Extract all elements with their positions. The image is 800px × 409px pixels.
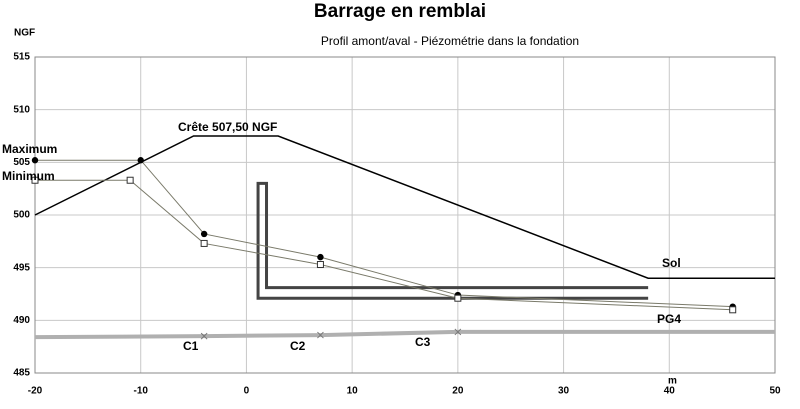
annotation: C1 (183, 339, 199, 353)
x-tick-label: -10 (133, 386, 148, 397)
annotation: Crête 507,50 NGF (178, 120, 277, 134)
y-tick-label: 495 (13, 262, 30, 273)
x-tick-label: 20 (452, 386, 464, 397)
marker (137, 157, 144, 164)
y-tick-label: 505 (13, 157, 30, 168)
y-axis-label: NGF (14, 28, 35, 39)
y-tick-label: 510 (13, 104, 30, 115)
x-axis-label: m (668, 376, 677, 387)
x-tick-label: 30 (558, 386, 570, 397)
y-tick-label: 485 (13, 368, 30, 379)
annotation: C3 (415, 335, 431, 349)
marker (31, 176, 39, 184)
marker (454, 294, 462, 302)
x-tick-label: -20 (28, 386, 43, 397)
marker (200, 332, 208, 340)
marker (31, 157, 39, 164)
series-line (256, 181, 649, 300)
annotation: PG4 (657, 312, 681, 326)
y-tick-label: 500 (13, 210, 30, 221)
y-tick-label: 490 (13, 315, 30, 326)
series-line (35, 179, 733, 311)
marker (454, 328, 462, 336)
y-tick-label: 515 (13, 52, 30, 63)
series-line (34, 329, 775, 340)
marker (317, 253, 324, 261)
marker (729, 306, 737, 314)
annotation: Minimum (2, 169, 55, 183)
marker (316, 261, 324, 269)
series-line (35, 159, 733, 308)
annotation: C2 (290, 339, 306, 353)
chart-title: Barrage en remblai (314, 1, 486, 22)
annotation: Sol (662, 256, 681, 270)
chart-subtitle: Profil amont/aval - Piézométrie dans la … (321, 34, 579, 48)
x-tick-label: 50 (769, 386, 781, 397)
marker (126, 176, 134, 184)
x-tick-label: 10 (347, 386, 359, 397)
annotation: Maximum (2, 142, 57, 156)
marker (200, 230, 208, 238)
x-tick-label: 0 (244, 386, 250, 397)
marker (200, 239, 208, 247)
marker (317, 331, 324, 339)
x-tick-label: 40 (664, 386, 676, 397)
